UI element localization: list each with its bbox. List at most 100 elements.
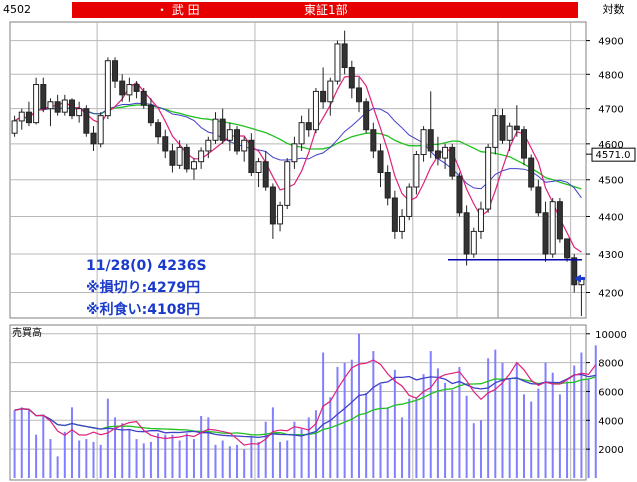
candle-body (140, 90, 147, 106)
volume-title: 売買高 (12, 326, 42, 339)
volume-bar (178, 440, 181, 478)
volume-bar (573, 365, 576, 478)
last-price-arrow-icon (574, 274, 585, 283)
candle-body (535, 186, 542, 214)
candle-body (427, 129, 434, 152)
chart-header: 4502 ・ 武 田 東証1部 対数 (0, 0, 637, 20)
candle-body (68, 99, 75, 117)
volume-bar (544, 362, 547, 478)
volume-bar (121, 423, 124, 478)
candle-body (470, 230, 477, 255)
volume-bar (56, 456, 59, 478)
price-tag-label: 4571.0 (596, 150, 631, 161)
annotation-line-2: ※損切り:4279円 (86, 279, 200, 296)
volume-bar (444, 382, 447, 478)
candle-body (521, 129, 528, 159)
price-tick-label: 4500 (598, 176, 623, 187)
volume-bar (114, 417, 117, 478)
volume-bar (401, 417, 404, 478)
annotation-line-1: 11/28(0) 4236S (86, 258, 207, 274)
volume-bar (587, 378, 590, 478)
volume-bar (357, 333, 360, 478)
volume-bar (157, 433, 160, 478)
volume-ma-mid (14, 373, 596, 439)
volume-bar (142, 443, 145, 478)
candle-body (370, 129, 377, 152)
candle-body (355, 87, 362, 103)
volume-bar (257, 441, 260, 478)
price-tick-label: 4800 (598, 70, 623, 81)
candle-body (11, 120, 18, 134)
candle-body (542, 212, 549, 255)
candle-body (133, 84, 140, 92)
volume-bar (49, 439, 52, 478)
price-tick-label: 4200 (598, 288, 623, 299)
candle-body (320, 90, 327, 103)
candle-body (97, 115, 104, 145)
candle-body (241, 139, 248, 152)
volume-bar (63, 431, 66, 478)
volume-grid (10, 333, 586, 450)
candle-body (61, 99, 68, 113)
candle-body (90, 132, 97, 145)
candle-body (334, 43, 341, 82)
volume-tick-label: 8000 (598, 359, 623, 370)
volume-panel (9, 324, 587, 481)
candle-body (76, 108, 83, 117)
volume-bar (307, 417, 310, 478)
candle-body (442, 146, 449, 159)
candle-body (434, 150, 441, 159)
volume-bar (451, 390, 454, 478)
volume-bar (594, 345, 597, 478)
candle-body (183, 146, 190, 170)
annotation-line-3: ※利食い:4108円 (86, 301, 200, 318)
volume-bar (465, 395, 468, 478)
candle-body (277, 204, 284, 225)
volume-bar (472, 423, 475, 478)
candle-body (384, 171, 391, 199)
volume-bar (243, 449, 246, 478)
volume-bar (20, 407, 23, 478)
candlesticks (11, 30, 585, 316)
candle-body (104, 60, 111, 117)
candle-body (25, 111, 32, 124)
volume-bar (236, 444, 239, 478)
volume-bar (551, 372, 554, 478)
volume-bar (523, 394, 526, 478)
volume-bar (501, 362, 504, 478)
volume-bar (436, 368, 439, 478)
volume-bar (300, 428, 303, 478)
volume-bar (293, 421, 296, 478)
price-tick-label: 4300 (598, 250, 623, 261)
candle-body (477, 208, 484, 232)
volume-bar (128, 428, 131, 478)
volume-bar (336, 366, 339, 478)
candle-body (499, 115, 506, 141)
current-price-tag: 4571.0 (574, 147, 636, 283)
volume-bar (429, 351, 432, 478)
price-tag-box (591, 147, 636, 162)
candle-body (147, 104, 154, 124)
candle-body (341, 43, 348, 68)
volume-bar (13, 410, 16, 478)
scale-toggle[interactable]: 対数 (602, 3, 625, 16)
candle-body (556, 201, 563, 240)
volume-bar (78, 440, 81, 478)
candle-body (205, 139, 212, 152)
candle-body (248, 139, 255, 173)
candle-body (255, 161, 262, 173)
trade-annotation: 11/28(0) 4236S ※損切り:4279円 ※利食い:4108円 (86, 258, 207, 318)
candle-body (198, 150, 205, 163)
volume-ma-short (14, 359, 597, 446)
volume-bar (207, 417, 210, 478)
volume-bar (314, 410, 317, 478)
volume-bar (106, 398, 109, 478)
candle-body (506, 125, 513, 141)
volume-bars (13, 333, 597, 478)
volume-bar (537, 388, 540, 478)
candle-body (305, 122, 312, 131)
volume-bar (271, 407, 274, 478)
candle-body (18, 111, 25, 122)
volume-bar (508, 378, 511, 478)
volume-tick-label: 4000 (598, 416, 623, 427)
